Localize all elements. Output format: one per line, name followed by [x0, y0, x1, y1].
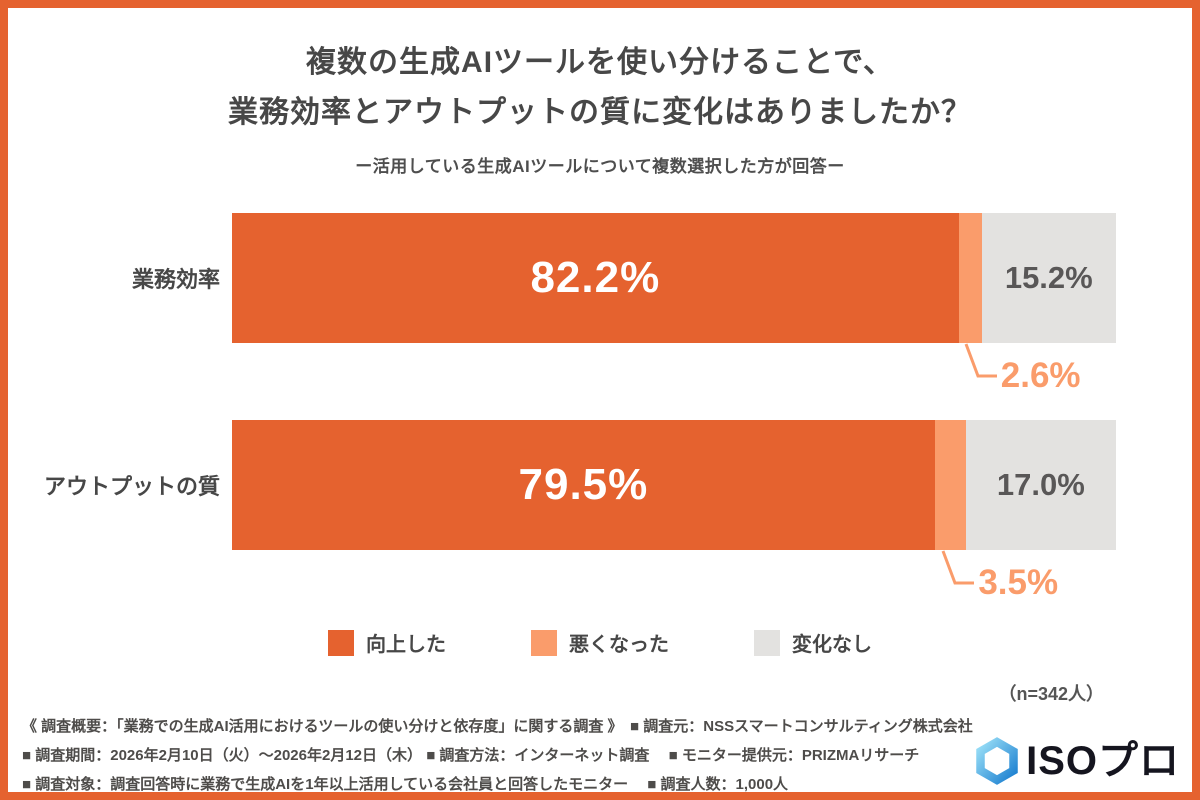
legend-item-improved: 向上した	[328, 628, 446, 657]
segment-value-label: 82.2%	[530, 253, 661, 302]
legend-item-worsened: 悪くなった	[531, 628, 669, 657]
survey-period-line: ■ 調査期間：2026年2月10日（火）～2026年2月12日（木） ■ 調査方…	[22, 747, 920, 764]
hexagon-logo-icon	[976, 737, 1018, 785]
segment-no-change: 15.2%	[981, 213, 1116, 343]
page-title-line2: 業務効率とアウトプットの質に変化はありましたか？	[228, 96, 972, 129]
legend-swatch-no-change	[754, 629, 780, 656]
segment-value-label: 79.5%	[518, 460, 649, 509]
logo-text: ISOプロ	[1026, 739, 1180, 783]
callout-leader-line-icon	[941, 550, 975, 585]
legend-item-no-change: 変化なし	[754, 628, 872, 657]
segment-improved: 79.5%	[232, 420, 935, 550]
callout-worsened: 2.6%	[963, 343, 1113, 413]
callout-value-label: 2.6%	[1000, 356, 1081, 395]
legend-swatch-improved	[328, 629, 354, 656]
legend-swatch-worsened	[531, 629, 557, 656]
stacked-bar: 82.2% 2.6% 15.2%	[232, 213, 1116, 393]
legend-label: 向上した	[366, 634, 446, 656]
callout-value-label: 3.5%	[978, 563, 1059, 602]
survey-details: 《 調査概要：「業務での生成AI活用におけるツールの使い分けと依存度」に関する調…	[22, 712, 973, 793]
segment-value-label: 17.0%	[996, 467, 1085, 502]
legend-label: 悪くなった	[569, 634, 669, 656]
iso-pro-logo: ISOプロ	[974, 736, 1180, 786]
chart-subtitle: ー活用している生成AIツールについて複数選択した方が回答ー	[355, 157, 845, 176]
segment-improved: 82.2%	[232, 213, 959, 343]
stacked-bar: 79.5% 3.5% 17.0%	[232, 420, 1116, 600]
segment-worsened: 3.5%	[934, 420, 1058, 600]
bar-row-gyomu-koritsu: 業務効率 82.2% 2.6% 15.2%	[8, 213, 1192, 393]
survey-overview-line: 《 調査概要：「業務での生成AI活用におけるツールの使い分けと依存度」に関する調…	[22, 718, 973, 735]
segment-value-label: 15.2%	[1004, 260, 1093, 295]
segment-no-change: 17.0%	[965, 420, 1116, 550]
survey-target-line: ■ 調査対象：調査回答時に業務で生成AIを1年以上活用している会社員と回答したモ…	[22, 776, 789, 793]
callout-leader-line-icon	[964, 343, 997, 378]
category-label: アウトプットの質	[43, 474, 220, 499]
segment-worsened: 2.6%	[958, 213, 1081, 393]
title-block: 複数の生成AIツールを使い分けることで、 業務効率とアウトプットの質に変化はあり…	[8, 38, 1192, 177]
callout-worsened: 3.5%	[940, 550, 1090, 620]
bar-row-output-quality: アウトプットの質 79.5% 3.5% 17.0%	[8, 420, 1192, 600]
legend: 向上した 悪くなった 変化なし	[8, 628, 1192, 657]
category-label: 業務効率	[131, 267, 220, 292]
page-title-line1: 複数の生成AIツールを使い分けることで、	[306, 46, 894, 79]
sample-size-note: （n=342人）	[998, 684, 1104, 704]
legend-label: 変化なし	[792, 634, 872, 656]
